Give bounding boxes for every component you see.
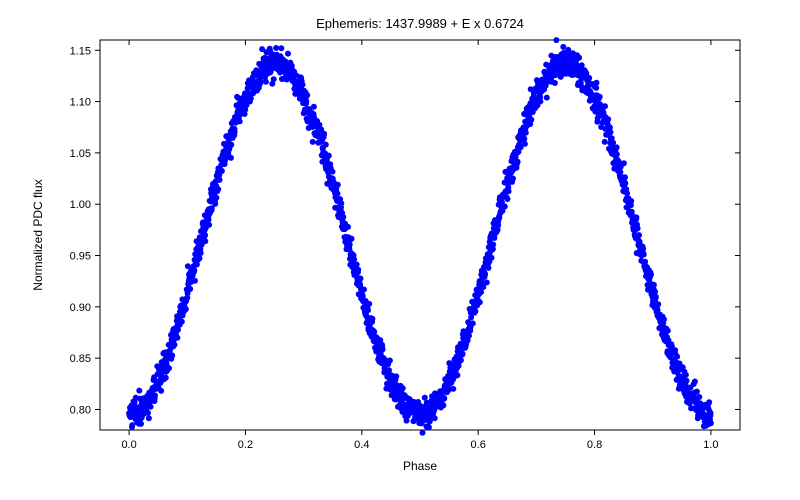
svg-text:1.0: 1.0 <box>703 439 718 451</box>
svg-text:0.4: 0.4 <box>354 439 369 451</box>
y-axis-label: Normalized PDC flux <box>31 179 45 290</box>
svg-text:1.05: 1.05 <box>70 148 91 160</box>
svg-text:0.8: 0.8 <box>587 439 602 451</box>
plot-background <box>100 40 740 430</box>
svg-text:1.15: 1.15 <box>70 45 91 57</box>
chart-container: 0.0 0.2 0.4 0.6 0.8 1.0 0.80 0.85 0.90 0.95 1.00 1… <box>0 0 800 500</box>
svg-text:1.00: 1.00 <box>70 199 91 211</box>
svg-text:0.95: 0.95 <box>70 251 91 263</box>
x-axis-label: Phase <box>403 459 437 473</box>
svg-text:0.2: 0.2 <box>238 439 253 451</box>
phase-flux-chart: 0.0 0.2 0.4 0.6 0.8 1.0 0.80 0.85 0.90 0.95 1.00 1… <box>0 0 800 500</box>
svg-text:0.85: 0.85 <box>70 353 91 365</box>
svg-text:0.0: 0.0 <box>121 439 136 451</box>
svg-text:1.10: 1.10 <box>70 97 91 109</box>
svg-text:0.6: 0.6 <box>471 439 486 451</box>
svg-text:0.90: 0.90 <box>70 302 91 314</box>
chart-title: Ephemeris: 1437.9989 + E x 0.6724 <box>316 16 524 31</box>
svg-text:0.80: 0.80 <box>70 404 91 416</box>
